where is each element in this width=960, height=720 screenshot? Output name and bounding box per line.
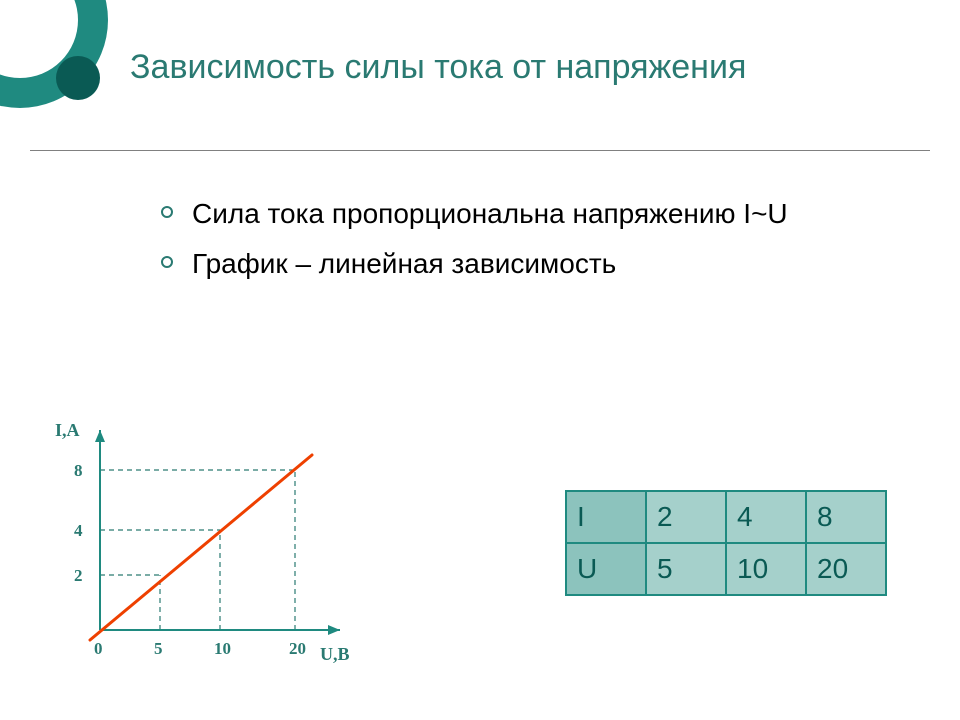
bullet-text: График – линейная зависимость	[192, 245, 616, 283]
table-cell: 5	[646, 543, 726, 595]
svg-text:U,B: U,B	[320, 644, 350, 664]
bullet-circle-icon	[160, 205, 174, 219]
slide-title: Зависимость силы тока от напряжения	[130, 45, 746, 89]
table-cell: 4	[726, 491, 806, 543]
table-row-header: U	[566, 543, 646, 595]
bullet-list: Сила тока пропорциональна напряжению I~U…	[160, 195, 900, 295]
iv-data-table: I248U51020	[565, 490, 887, 596]
table-row-header: I	[566, 491, 646, 543]
bullet-text: Сила тока пропорциональна напряжению I~U	[192, 195, 788, 233]
svg-text:5: 5	[154, 639, 163, 658]
svg-text:10: 10	[214, 639, 231, 658]
bullet-item: График – линейная зависимость	[160, 245, 900, 283]
table-cell: 8	[806, 491, 886, 543]
svg-text:20: 20	[289, 639, 306, 658]
table-cell: 10	[726, 543, 806, 595]
iv-chart: I,A U,B 0 5 10 20 2 4 8	[40, 400, 380, 690]
svg-text:8: 8	[74, 461, 83, 480]
svg-text:2: 2	[74, 566, 83, 585]
corner-decoration	[0, 0, 120, 120]
bullet-circle-icon	[160, 255, 174, 269]
bullet-item: Сила тока пропорциональна напряжению I~U	[160, 195, 900, 233]
table-row: I248	[566, 491, 886, 543]
table-cell: 20	[806, 543, 886, 595]
svg-text:0: 0	[94, 639, 103, 658]
table-row: U51020	[566, 543, 886, 595]
svg-text:I,A: I,A	[55, 420, 80, 440]
table-cell: 2	[646, 491, 726, 543]
title-underline	[30, 150, 930, 151]
svg-text:4: 4	[74, 521, 83, 540]
